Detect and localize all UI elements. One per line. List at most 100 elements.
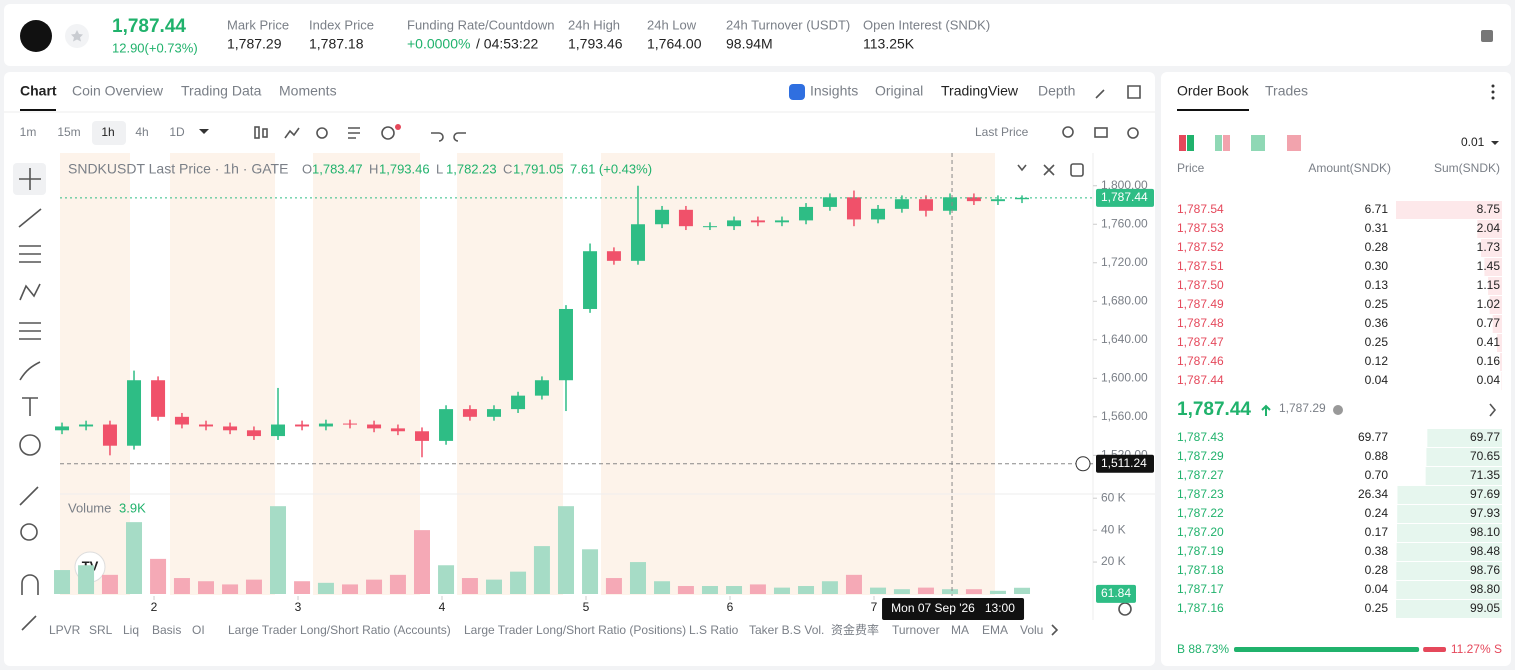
tab[interactable]: Insights: [810, 83, 858, 99]
depth-bar: [1477, 220, 1502, 238]
ob-sum: 0.04: [1477, 373, 1501, 387]
interval[interactable]: 1D: [169, 125, 185, 139]
ohlc-value: 1,791.05: [513, 161, 564, 176]
ob-sum: 2.04: [1477, 221, 1501, 235]
stat-label: Open Interest (SNDK): [863, 17, 990, 32]
ob-sum: 97.69: [1470, 487, 1500, 501]
last-price-label: 1,787.44: [1101, 190, 1148, 204]
ob-amount: 26.34: [1358, 487, 1388, 501]
ohlc-value: 1,783.47: [312, 161, 363, 176]
tab[interactable]: Depth: [1038, 83, 1075, 99]
indicator-tab[interactable]: EMA: [982, 623, 1008, 637]
volume-bar: [173, 578, 190, 594]
volume-bar: [222, 584, 239, 594]
dropdown-arrow[interactable]: [199, 129, 209, 134]
crosshair-x-label: Mon 07 Sep '26 13:00: [891, 601, 1015, 615]
ohlc-key: C: [503, 161, 512, 176]
indicator-tab[interactable]: MA: [951, 623, 969, 637]
ob-sum: 71.35: [1470, 468, 1500, 482]
ob-price: 1,787.54: [1177, 202, 1224, 216]
ob-amount: 0.24: [1365, 506, 1389, 520]
tab[interactable]: Moments: [279, 83, 337, 99]
candle-body: [534, 380, 549, 396]
indicator-tab[interactable]: Liq: [123, 623, 139, 637]
volume-bar: [917, 587, 934, 594]
ob-sum: 0.41: [1477, 335, 1501, 349]
insights-icon: [789, 84, 805, 100]
indicator-tab[interactable]: Basis: [152, 623, 181, 637]
interval-active-bg: [92, 121, 126, 145]
volume-bar: [366, 579, 383, 594]
price-source[interactable]: Last Price: [975, 125, 1029, 139]
ob-sum: 0.77: [1477, 316, 1501, 330]
depth-bar: [1396, 543, 1502, 561]
depth-bar: [1396, 600, 1502, 618]
candle-body: [223, 426, 238, 431]
ob-amount: 0.04: [1365, 373, 1389, 387]
stat-value: 98.94M: [726, 36, 773, 52]
tick-size[interactable]: 0.01: [1461, 135, 1485, 149]
indicator-tab[interactable]: Large Trader Long/Short Ratio (Positions…: [464, 623, 686, 637]
volume-bar: [461, 578, 478, 594]
tab[interactable]: TradingView: [941, 83, 1019, 99]
tab[interactable]: Trading Data: [181, 83, 262, 99]
candle-body: [702, 226, 717, 228]
candle-body: [390, 428, 405, 432]
indicator-tab[interactable]: SRL: [89, 623, 113, 637]
interval[interactable]: 1h: [101, 125, 114, 139]
candle-body: [102, 424, 117, 446]
indicator-tab[interactable]: LPVR: [49, 623, 81, 637]
interval[interactable]: 15m: [57, 125, 80, 139]
depth-bar: [1396, 562, 1502, 580]
ob-sum: 1.02: [1477, 297, 1501, 311]
volume-bar: [101, 574, 118, 594]
ohlc-key: H: [369, 161, 378, 176]
ob-price: 1,787.22: [1177, 506, 1224, 520]
indicator-tab[interactable]: 资金费率: [831, 622, 879, 637]
ob-amount: 0.70: [1365, 468, 1389, 482]
indicator-tab[interactable]: Large Trader Long/Short Ratio (Accounts): [228, 623, 451, 637]
candle-body: [174, 416, 189, 425]
volume-bar: [701, 586, 718, 594]
ob-tab[interactable]: Trades: [1265, 83, 1308, 99]
stat-label: 24h Low: [647, 17, 697, 32]
candle-body: [606, 251, 621, 261]
ob-sum: 8.75: [1477, 202, 1501, 216]
indicator-tab[interactable]: Taker B.S Vol.: [749, 623, 824, 637]
indicator-tab[interactable]: Turnover: [892, 623, 940, 637]
indicator-tab[interactable]: OI: [192, 623, 205, 637]
indicator-tab[interactable]: Volu: [1020, 623, 1043, 637]
stat-value: 1,764.00: [647, 36, 702, 52]
x-tick-label: 4: [439, 600, 446, 614]
volume-bar: [582, 549, 599, 594]
ob-price: 1,787.46: [1177, 354, 1224, 368]
settings-icon[interactable]: [1481, 30, 1493, 42]
volume-bar: [245, 579, 262, 594]
tab[interactable]: Original: [875, 83, 923, 99]
interval[interactable]: 4h: [135, 125, 148, 139]
drawing-tools: [18, 163, 1132, 636]
ob-amount: 0.28: [1365, 240, 1389, 254]
ob-amount: 0.38: [1365, 544, 1389, 558]
stat-value: +0.0000%: [407, 36, 470, 52]
ob-price: 1,787.20: [1177, 525, 1224, 539]
depth-bar: [1397, 486, 1502, 504]
candle-body: [750, 220, 765, 223]
volume-bar: [965, 589, 982, 594]
volume-bar: [294, 581, 311, 594]
interval[interactable]: 1m: [20, 125, 37, 139]
ob-price: 1,787.44: [1177, 373, 1224, 387]
toolbar-icons: [254, 85, 1141, 142]
candle-body: [966, 197, 981, 202]
ob-price: 1,787.53: [1177, 221, 1224, 235]
ob-tab[interactable]: Order Book: [1177, 83, 1250, 99]
y-tick-label: 1,640.00: [1101, 332, 1148, 346]
volume-bar: [749, 584, 766, 594]
mid-mark: 1,787.29: [1279, 401, 1326, 415]
tab[interactable]: Chart: [20, 83, 57, 99]
volume-bar: [270, 506, 287, 594]
tab[interactable]: Coin Overview: [72, 83, 164, 99]
ob-sum: 70.65: [1470, 449, 1500, 463]
indicator-tab[interactable]: L.S Ratio: [689, 623, 739, 637]
depth-bar: [1426, 448, 1502, 466]
